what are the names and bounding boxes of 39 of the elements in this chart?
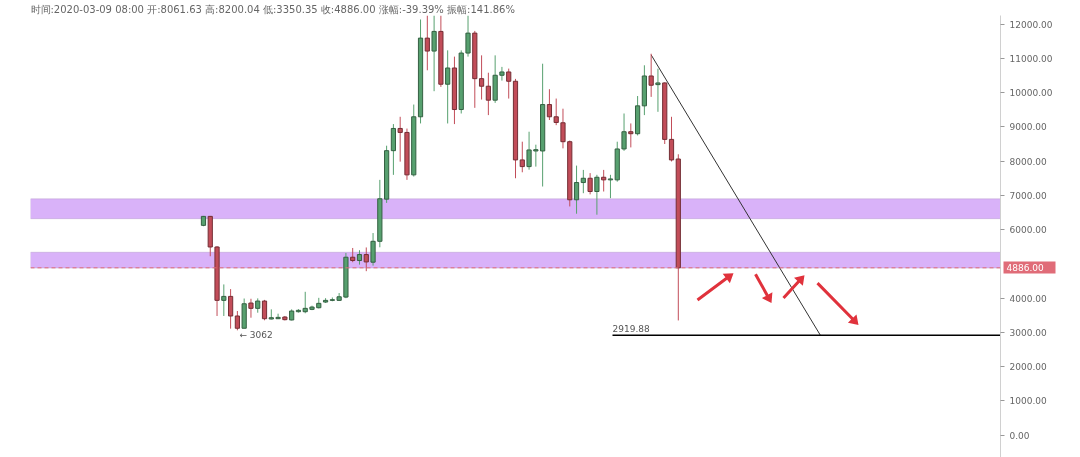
candlestick: [390, 123, 396, 176]
y-tick-label: 10000.00: [1009, 88, 1053, 99]
y-tick-label: 7000.00: [1009, 190, 1047, 201]
candlestick: [424, 15, 430, 71]
candlestick: [431, 15, 437, 92]
candlestick: [546, 88, 553, 121]
candlestick: [601, 169, 607, 193]
candlestick: [485, 72, 491, 116]
y-tick-label: 8000.00: [1009, 156, 1047, 167]
candlestick: [573, 165, 580, 215]
candlestick: [234, 310, 240, 331]
annotation: ← 3062: [239, 330, 273, 341]
candlestick: [228, 288, 234, 330]
ref-line-label: 4886.00: [1006, 263, 1044, 274]
candlestick: [248, 298, 254, 319]
candlestick: [594, 174, 600, 216]
y-tick-label: 0.00: [1009, 430, 1030, 441]
y-tick-label: 12000.00: [1009, 19, 1053, 30]
candlestick: [519, 141, 525, 173]
candlestick: [221, 283, 227, 317]
candlestick: [668, 116, 675, 162]
candlestick: [465, 15, 471, 58]
candlestick: [445, 49, 451, 124]
candlestick: [655, 68, 661, 113]
candlestick: [506, 68, 512, 100]
chart-title: 时间:2020-03-09 08:00 开:8061.63 高:8200.04 低:3350.35 收:4886.00 涨幅:-39.39% 振幅:141.86%: [30, 3, 515, 15]
candlestick: [648, 53, 654, 98]
y-tick-label: 11000.00: [1009, 53, 1053, 64]
candlestick: [628, 122, 634, 148]
candlestick: [580, 169, 586, 194]
candlestick: [587, 172, 593, 195]
y-tick-label: 3000.00: [1009, 327, 1047, 338]
y-tick-label: 1000.00: [1009, 396, 1047, 407]
y-tick-label: 4000.00: [1009, 293, 1047, 304]
y-tick-label: 6000.00: [1009, 225, 1047, 236]
ref-line-label: 2919.88: [612, 324, 650, 335]
y-tick-label: 9000.00: [1009, 122, 1047, 133]
y-tick-label: 2000.00: [1009, 362, 1047, 373]
candlestick: [363, 246, 369, 272]
